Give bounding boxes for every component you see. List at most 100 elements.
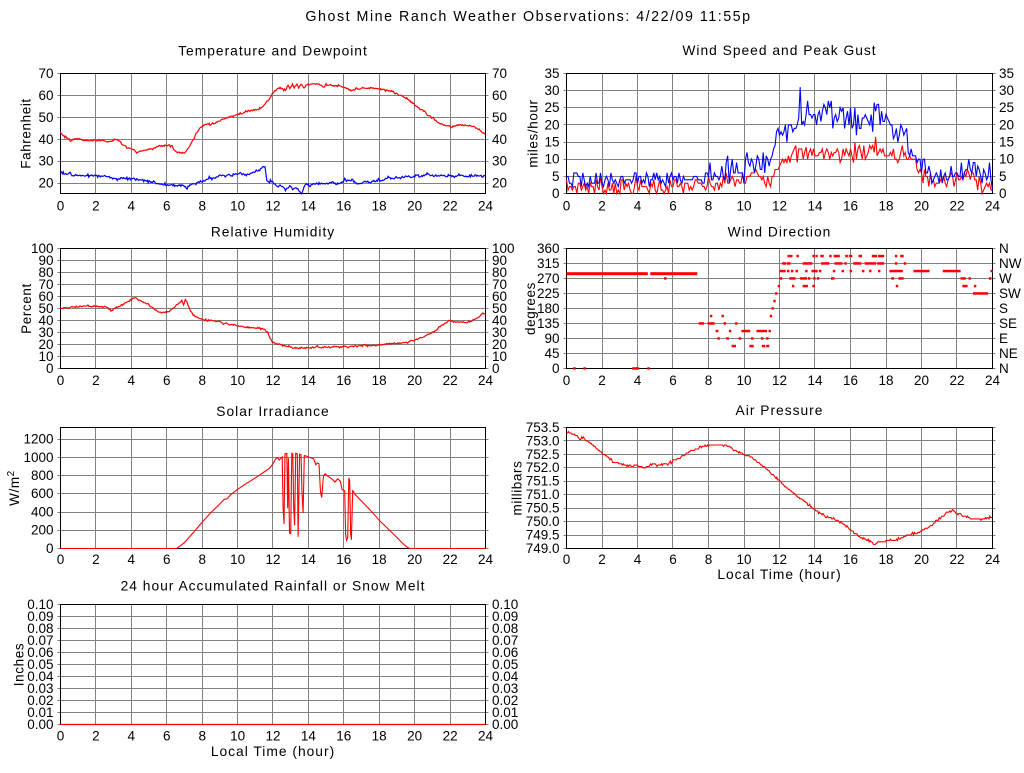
- svg-text:22: 22: [443, 729, 458, 744]
- svg-text:60: 60: [38, 88, 53, 103]
- svg-text:10: 10: [230, 199, 245, 214]
- svg-text:10: 10: [230, 552, 245, 567]
- svg-text:180: 180: [537, 301, 560, 316]
- svg-text:10: 10: [230, 373, 245, 388]
- svg-text:16: 16: [336, 199, 351, 214]
- svg-text:10: 10: [230, 729, 245, 744]
- svg-text:0.02: 0.02: [492, 693, 518, 708]
- svg-text:22: 22: [949, 552, 964, 567]
- svg-text:22: 22: [443, 552, 458, 567]
- svg-text:70: 70: [492, 277, 507, 292]
- svg-text:100: 100: [492, 241, 515, 256]
- svg-text:0.06: 0.06: [27, 645, 53, 660]
- svg-text:2: 2: [598, 199, 606, 214]
- svg-text:0: 0: [57, 552, 65, 567]
- svg-text:600: 600: [31, 486, 54, 501]
- svg-text:8: 8: [198, 199, 206, 214]
- svg-text:90: 90: [38, 253, 53, 268]
- svg-text:12: 12: [772, 199, 787, 214]
- svg-text:0: 0: [563, 373, 571, 388]
- svg-text:0.00: 0.00: [492, 717, 518, 732]
- svg-text:NW: NW: [999, 256, 1022, 271]
- svg-text:10: 10: [544, 152, 559, 167]
- svg-text:360: 360: [537, 241, 560, 256]
- svg-text:0: 0: [552, 186, 560, 201]
- svg-text:14: 14: [301, 552, 317, 567]
- svg-text:24 hour Accumulated Rainfall o: 24 hour Accumulated Rainfall or Snow Mel…: [121, 579, 426, 594]
- svg-text:749.0: 749.0: [526, 541, 560, 556]
- svg-text:315: 315: [537, 256, 560, 271]
- svg-text:6: 6: [163, 729, 171, 744]
- svg-text:12: 12: [265, 552, 280, 567]
- svg-text:16: 16: [336, 373, 351, 388]
- svg-text:18: 18: [372, 729, 387, 744]
- svg-text:50: 50: [492, 301, 507, 316]
- svg-text:0.10: 0.10: [492, 597, 518, 612]
- svg-text:1200: 1200: [23, 432, 53, 447]
- svg-text:0.02: 0.02: [27, 693, 53, 708]
- svg-text:0.03: 0.03: [27, 681, 53, 696]
- svg-text:2: 2: [92, 552, 100, 567]
- svg-text:16: 16: [843, 552, 858, 567]
- svg-text:12: 12: [265, 729, 280, 744]
- svg-text:14: 14: [807, 199, 823, 214]
- svg-text:15: 15: [999, 135, 1014, 150]
- svg-text:30: 30: [38, 325, 53, 340]
- svg-text:N: N: [999, 361, 1009, 376]
- svg-text:10: 10: [736, 552, 751, 567]
- svg-text:8: 8: [705, 199, 713, 214]
- svg-text:14: 14: [301, 373, 317, 388]
- svg-text:8: 8: [705, 552, 713, 567]
- svg-text:753.5: 753.5: [526, 420, 560, 435]
- svg-text:8: 8: [198, 729, 206, 744]
- svg-text:0.08: 0.08: [492, 621, 518, 636]
- svg-text:20: 20: [492, 176, 507, 191]
- svg-text:16: 16: [843, 373, 858, 388]
- svg-text:20: 20: [407, 552, 422, 567]
- svg-text:40: 40: [38, 132, 53, 147]
- svg-text:30: 30: [544, 83, 559, 98]
- svg-text:degrees: degrees: [523, 282, 538, 335]
- svg-text:0.06: 0.06: [492, 645, 518, 660]
- svg-text:0.05: 0.05: [27, 657, 53, 672]
- svg-text:0.03: 0.03: [492, 681, 518, 696]
- svg-text:Relative Humidity: Relative Humidity: [211, 225, 335, 240]
- svg-text:0: 0: [57, 199, 65, 214]
- svg-text:8: 8: [198, 373, 206, 388]
- svg-text:4: 4: [634, 199, 642, 214]
- svg-text:0.07: 0.07: [492, 633, 518, 648]
- svg-text:22: 22: [443, 373, 458, 388]
- svg-text:12: 12: [265, 373, 280, 388]
- svg-text:0.08: 0.08: [27, 621, 53, 636]
- svg-text:0: 0: [563, 199, 571, 214]
- svg-text:30: 30: [492, 154, 507, 169]
- svg-text:1000: 1000: [23, 450, 53, 465]
- svg-text:24: 24: [985, 552, 1001, 567]
- svg-text:S: S: [999, 301, 1008, 316]
- svg-text:20: 20: [914, 199, 929, 214]
- svg-text:14: 14: [301, 199, 317, 214]
- svg-text:Local Time (hour): Local Time (hour): [211, 744, 335, 759]
- svg-text:22: 22: [949, 199, 964, 214]
- svg-text:2: 2: [92, 373, 100, 388]
- svg-text:30: 30: [999, 83, 1014, 98]
- svg-text:5: 5: [552, 169, 560, 184]
- svg-text:200: 200: [31, 523, 54, 538]
- svg-text:15: 15: [544, 135, 559, 150]
- svg-text:2: 2: [598, 373, 606, 388]
- svg-text:2: 2: [92, 729, 100, 744]
- svg-text:14: 14: [807, 552, 823, 567]
- svg-text:750.0: 750.0: [526, 514, 560, 529]
- svg-text:0: 0: [57, 729, 65, 744]
- svg-text:0: 0: [46, 541, 54, 556]
- svg-text:35: 35: [544, 66, 559, 81]
- svg-text:0.07: 0.07: [27, 633, 53, 648]
- svg-text:5: 5: [999, 169, 1007, 184]
- svg-text:millibars: millibars: [510, 461, 525, 516]
- svg-text:20: 20: [999, 117, 1014, 132]
- svg-text:70: 70: [38, 277, 53, 292]
- svg-text:12: 12: [265, 199, 280, 214]
- svg-text:35: 35: [999, 66, 1014, 81]
- svg-text:4: 4: [634, 552, 642, 567]
- svg-text:50: 50: [492, 110, 507, 125]
